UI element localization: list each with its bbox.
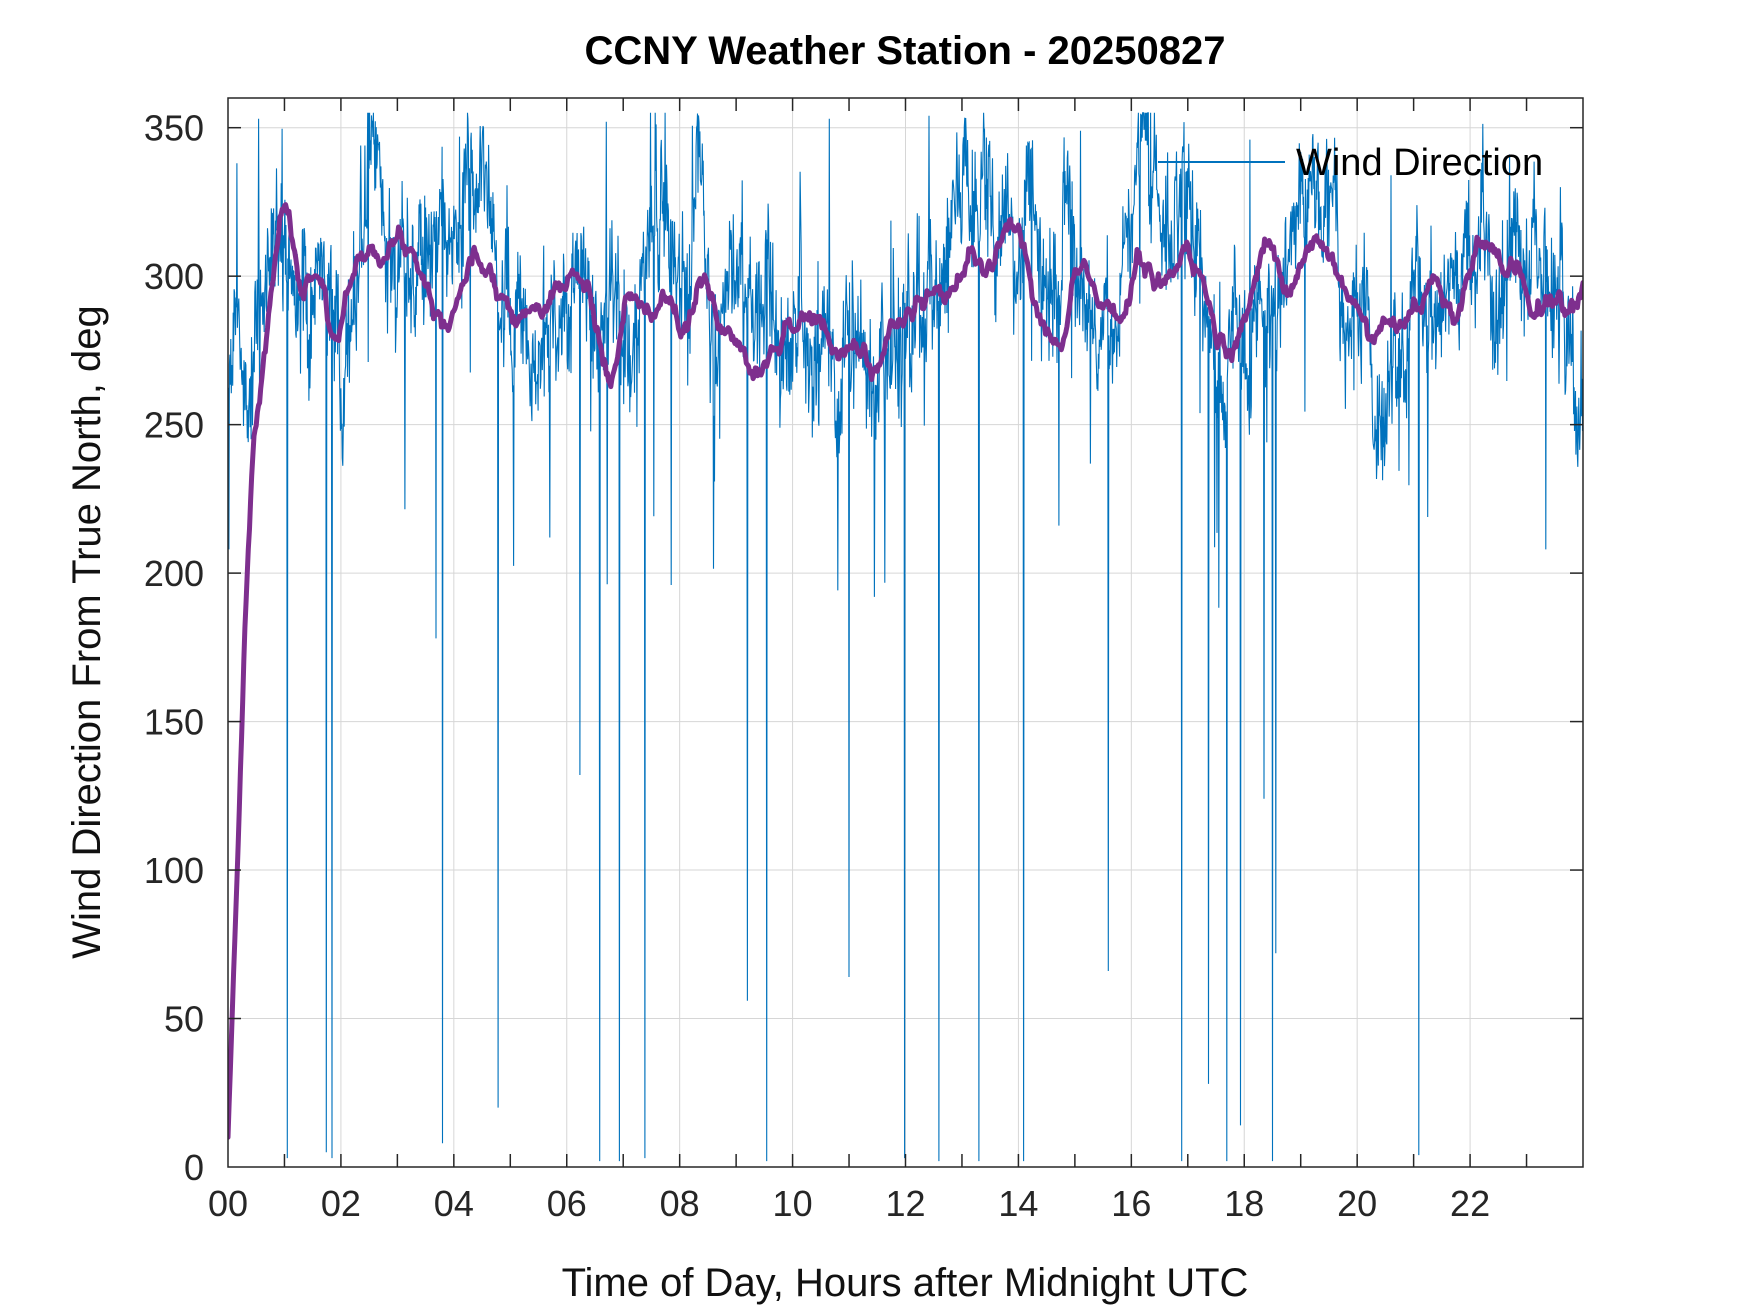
y-tick-label: 100	[144, 850, 204, 891]
tick-labels: 00 02 04 06 08 10 12 14 16 18 20 22 0 50 100 150 200 250 3…	[144, 108, 1490, 1224]
legend: Wind Direction	[1158, 142, 1543, 184]
legend-label: Wind Direction	[1296, 142, 1543, 184]
x-tick-label: 18	[1224, 1183, 1264, 1224]
axes-box	[227, 97, 1584, 1168]
x-tick-label: 00	[208, 1183, 248, 1224]
y-tick-label: 350	[144, 108, 204, 149]
chart-title: CCNY Weather Station - 20250827	[585, 29, 1226, 73]
x-tick-label: 08	[660, 1183, 700, 1224]
x-tick-label: 02	[321, 1183, 361, 1224]
y-tick-label: 0	[184, 1147, 204, 1188]
x-tick-label: 22	[1450, 1183, 1490, 1224]
x-tick-label: 06	[547, 1183, 587, 1224]
y-tick-label: 200	[144, 553, 204, 594]
y-axis-label: Wind Direction From True North, deg	[65, 305, 109, 959]
y-tick-label: 250	[144, 405, 204, 446]
y-tick-label: 300	[144, 256, 204, 297]
x-tick-label: 04	[434, 1183, 474, 1224]
x-tick-label: 14	[998, 1183, 1038, 1224]
wind-direction-smoothed-line	[228, 202, 1583, 1140]
x-tick-label: 12	[885, 1183, 925, 1224]
x-tick-label: 16	[1111, 1183, 1151, 1224]
y-tick-label: 50	[164, 999, 204, 1040]
x-tick-label: 20	[1337, 1183, 1377, 1224]
axis-ticks	[228, 98, 1583, 1167]
data-series	[228, 112, 1583, 1162]
x-axis-label: Time of Day, Hours after Midnight UTC	[562, 1261, 1249, 1305]
y-tick-label: 150	[144, 702, 204, 743]
x-tick-label: 10	[773, 1183, 813, 1224]
